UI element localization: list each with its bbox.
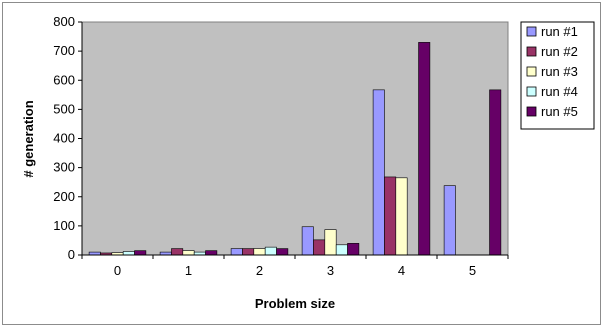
legend-items: run #1 run #2 run #3 run #4 run #5 [526,24,578,119]
bar-series-3-cat-2 [253,248,266,256]
y-tick-label: 400 [53,131,75,146]
legend-swatch [526,26,537,37]
x-tick-label: 3 [327,263,334,278]
bar-series-1-cat-3 [301,226,314,256]
y-tick-label: 200 [53,189,75,204]
bar-series-3-cat-3 [324,229,337,256]
x-tick-label: 0 [114,263,121,278]
legend-label: run #2 [541,44,578,59]
legend-label: run #3 [541,64,578,79]
y-tick-label: 800 [53,14,75,29]
y-tick-label: 500 [53,101,75,116]
legend-swatch [526,66,537,77]
bar-series-3-cat-1 [182,250,195,256]
bar-series-3-cat-4 [395,177,408,256]
legend-swatch [526,46,537,57]
legend-label: run #1 [541,24,578,39]
x-tick-label: 1 [185,263,192,278]
bars-group [88,42,502,256]
bar-series-5-cat-3 [347,243,360,256]
x-axis: 0 1 2 3 4 5 [81,254,509,278]
bar-series-4-cat-0 [122,251,135,256]
bar-series-4-cat-2 [264,246,277,256]
bar-series-5-cat-1 [205,250,218,256]
bar-series-5-cat-2 [276,248,289,256]
bar-series-2-cat-1 [171,248,184,256]
x-tick-label: 5 [469,263,476,278]
x-axis-title: Problem size [255,296,335,311]
bar-series-1-cat-4 [372,89,385,256]
y-tick-label: 600 [53,72,75,87]
bar-series-2-cat-3 [313,239,326,256]
legend-swatch [526,86,537,97]
bar-series-2-cat-2 [242,248,255,256]
y-axis: 0 100 200 300 400 500 600 700 800 [53,14,83,262]
bar-series-1-cat-5 [443,185,456,256]
x-tick-label: 4 [398,263,405,278]
legend-label: run #5 [541,104,578,119]
bar-series-4-cat-3 [335,244,348,256]
bar-series-5-cat-0 [134,250,147,256]
y-axis-title: # generation [21,100,36,177]
bar-series-5-cat-4 [418,42,431,256]
bar-series-1-cat-2 [230,248,243,256]
y-tick-label: 700 [53,43,75,58]
legend-label: run #4 [541,84,578,99]
legend-swatch [526,106,537,117]
y-tick-label: 0 [68,247,75,262]
x-tick-label: 2 [256,263,263,278]
bar-series-2-cat-4 [384,176,397,256]
y-tick-label: 300 [53,160,75,175]
bar-series-5-cat-5 [489,89,502,256]
y-tick-label: 100 [53,218,75,233]
plot-area [81,21,509,256]
